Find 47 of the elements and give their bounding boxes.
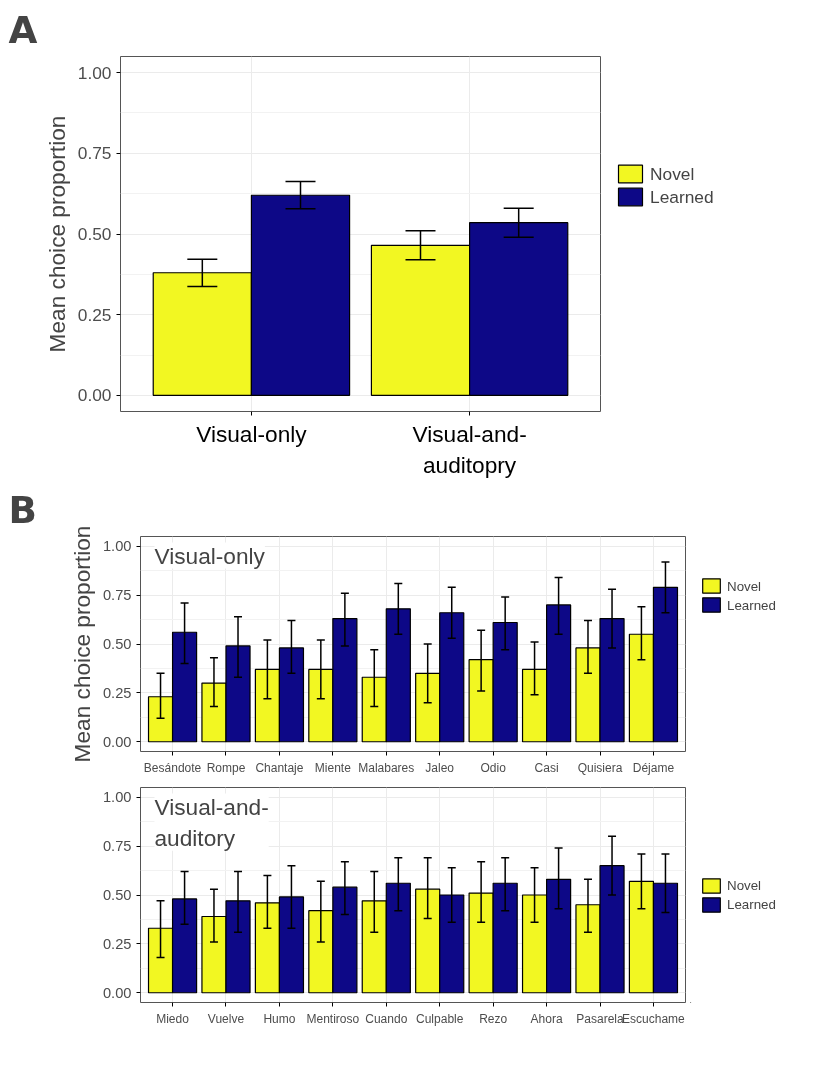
x-tick-label: Ahora: [530, 1011, 563, 1026]
x-tick-label: Vuelve: [207, 1011, 245, 1026]
x-tick-label: Cuando: [365, 1011, 408, 1026]
y-tick-label: 0.50: [77, 224, 112, 244]
x-tick-label: Culpable: [416, 1011, 464, 1026]
y-tick-label: 0.25: [102, 684, 132, 701]
y-axis-title: Mean choice proportion: [43, 115, 70, 353]
chart-title: A: [8, 7, 38, 52]
y-tick-label: 1.00: [102, 538, 132, 555]
x-tick-label: Chantaje: [255, 760, 304, 775]
x-tick-label: Visual-and- auditopry: [412, 420, 527, 478]
y-axis-title: Mean choice proportion: [68, 525, 95, 763]
legend-label: Learned: [727, 896, 776, 912]
x-tick-label: Humo: [263, 1011, 296, 1026]
x-tick-label: Rompe: [206, 760, 246, 775]
legend-label: Learned: [650, 186, 714, 207]
legend-label: Novel: [727, 578, 762, 593]
legend-label: Learned: [727, 597, 776, 612]
y-tick-label: 1.00: [102, 789, 132, 806]
legend-label: Novel: [650, 163, 695, 184]
x-tick-label: Besándote: [143, 760, 202, 775]
y-tick-label: 0.50: [102, 636, 132, 652]
x-tick-label: Malabares: [358, 760, 415, 775]
y-tick-label: 0.25: [102, 935, 132, 952]
y-tick-label: 0.75: [102, 838, 132, 855]
chart-title: B: [8, 487, 37, 532]
legend-label: Novel: [727, 877, 762, 893]
annotation: Visual-and- auditory: [154, 793, 269, 851]
y-tick-label: 0.00: [77, 385, 112, 406]
annotation: Visual-only: [154, 542, 266, 569]
y-tick-label: 1.00: [77, 62, 112, 83]
x-tick-label: Casi: [534, 760, 559, 775]
y-tick-label: 0.75: [77, 143, 112, 164]
x-tick-label: Jaleo: [425, 760, 455, 775]
x-tick-label: Odio: [480, 760, 507, 775]
x-tick-label: Quisiera: [577, 760, 623, 775]
x-tick-label: Miente: [314, 760, 352, 775]
x-tick-label: Mentiroso: [306, 1011, 360, 1026]
x-tick-label: Miedo: [156, 1011, 190, 1026]
y-tick-label: 0.50: [102, 887, 132, 903]
y-tick-label: 0.75: [102, 587, 132, 604]
y-tick-label: 0.25: [77, 304, 112, 325]
y-tick-label: 0.00: [102, 984, 132, 1001]
x-tick-label: Rezo: [479, 1011, 508, 1026]
x-tick-label: Déjame: [632, 760, 675, 775]
x-tick-label: Escuchame: [622, 1011, 686, 1026]
y-tick-label: 0.00: [102, 733, 132, 750]
